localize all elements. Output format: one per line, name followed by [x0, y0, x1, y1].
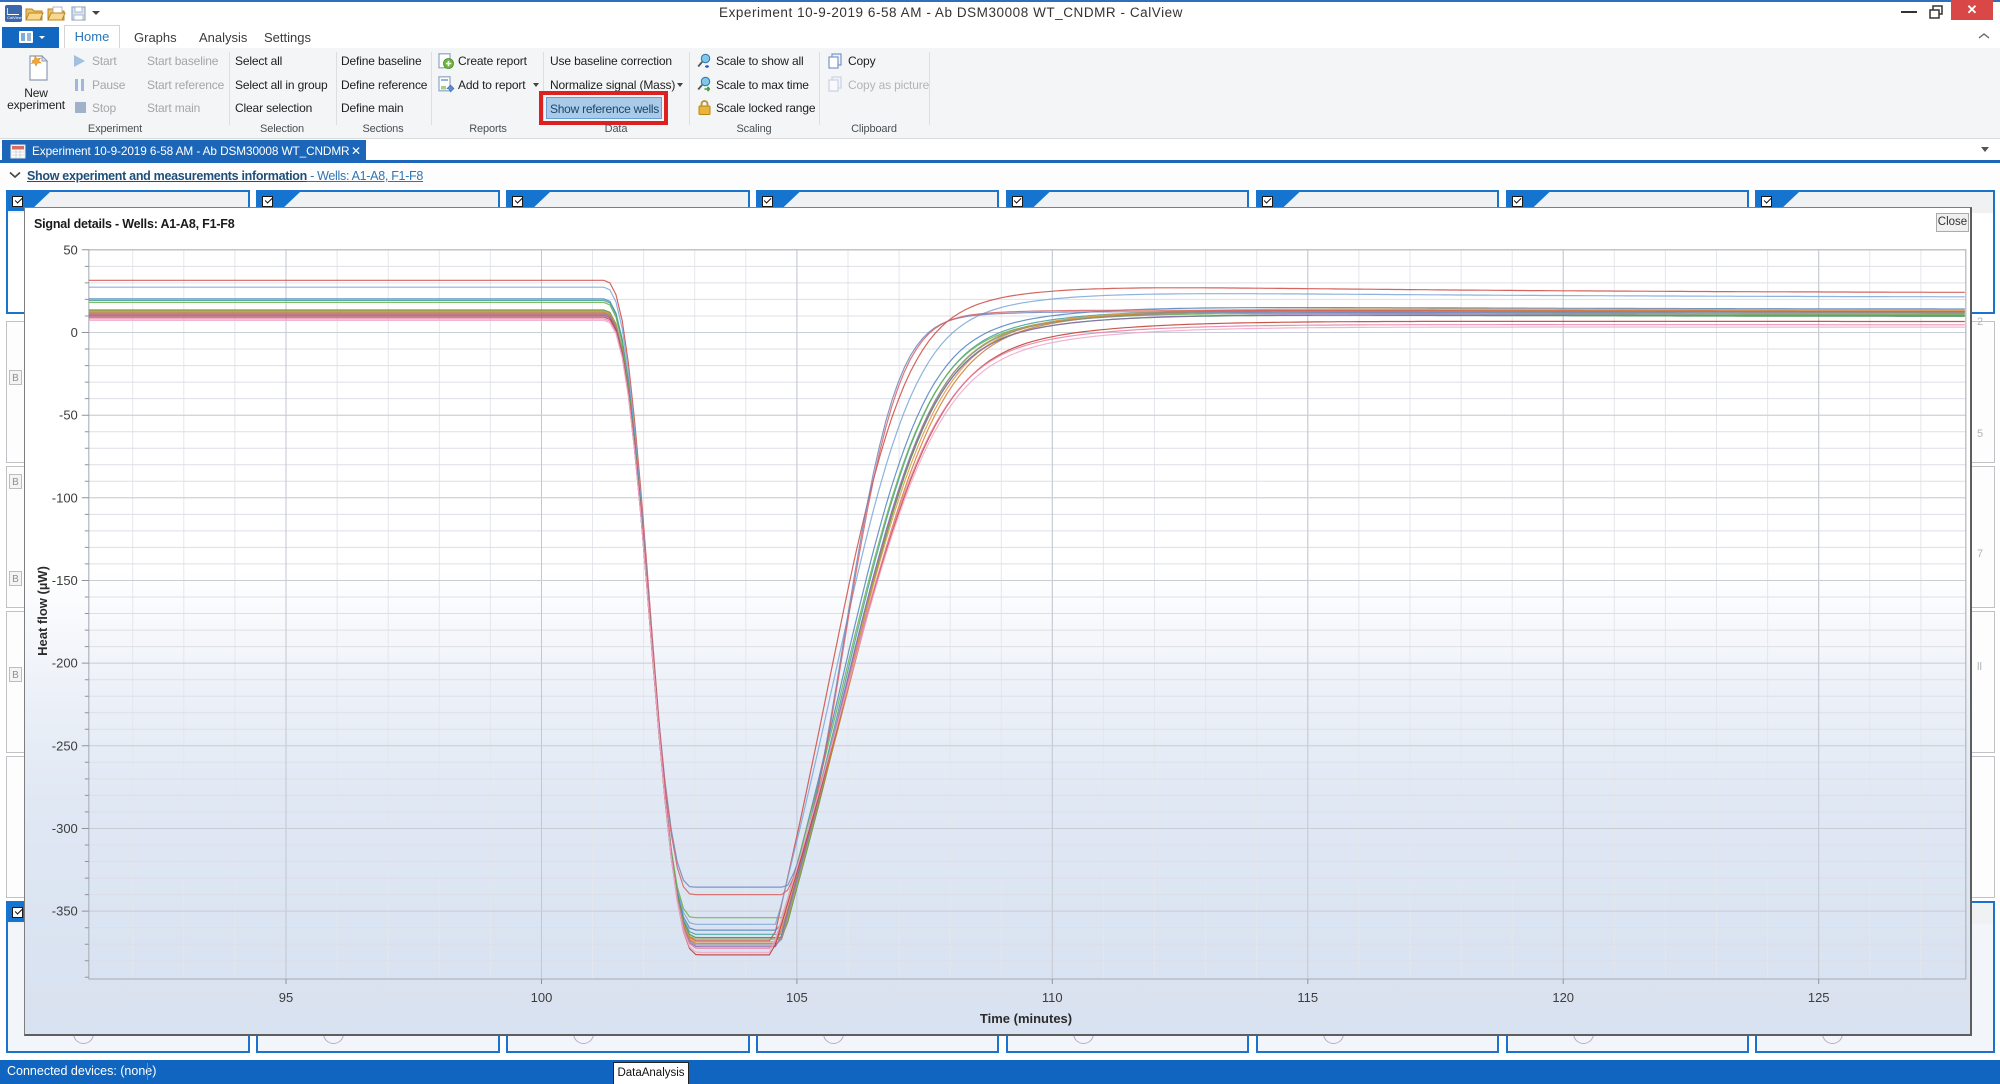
svg-text:-250: -250	[52, 738, 78, 753]
svg-text:110: 110	[1042, 990, 1063, 1005]
svg-text:Time (minutes): Time (minutes)	[980, 1011, 1072, 1026]
svg-text:50: 50	[63, 242, 77, 257]
svg-text:-200: -200	[52, 656, 78, 671]
svg-text:115: 115	[1297, 990, 1318, 1005]
svg-text:Heat flow (µW): Heat flow (µW)	[35, 566, 50, 656]
svg-text:100: 100	[531, 990, 553, 1005]
svg-text:-100: -100	[52, 490, 78, 505]
svg-text:125: 125	[1808, 990, 1830, 1005]
svg-text:-350: -350	[52, 904, 78, 919]
svg-text:105: 105	[786, 990, 808, 1005]
svg-text:120: 120	[1552, 990, 1574, 1005]
svg-text:95: 95	[279, 990, 293, 1005]
svg-text:0: 0	[71, 325, 78, 340]
svg-text:-50: -50	[59, 408, 78, 423]
svg-text:-300: -300	[52, 821, 78, 836]
svg-text:-150: -150	[52, 573, 78, 588]
